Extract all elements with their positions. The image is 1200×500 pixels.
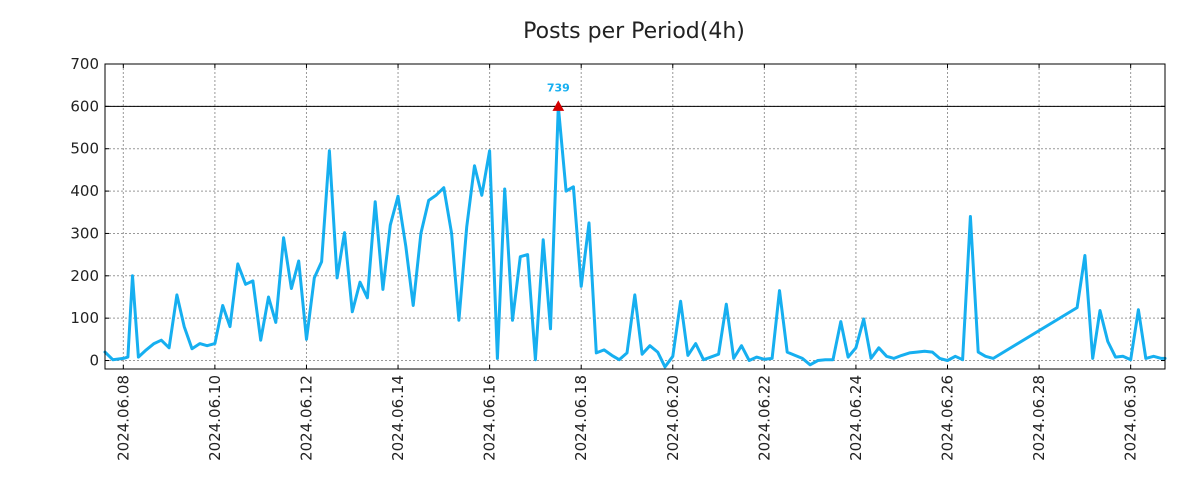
y-tick-label: 500 bbox=[70, 140, 99, 158]
y-tick-label: 400 bbox=[70, 182, 99, 200]
x-tick-label: 2024.06.16 bbox=[481, 375, 499, 461]
x-tick-label: 2024.06.12 bbox=[297, 375, 315, 461]
x-tick-label: 2024.06.26 bbox=[939, 375, 957, 461]
series-group bbox=[103, 104, 1167, 369]
x-tick-label: 2024.06.30 bbox=[1122, 375, 1140, 461]
y-tick-label: 0 bbox=[89, 352, 99, 370]
x-tick-labels: 2024.06.08 2024.06.10 2024.06.12 2024.06.14… bbox=[114, 375, 1139, 461]
chart-title: Posts per Period(4h) bbox=[523, 19, 745, 44]
x-tick-label: 2024.06.10 bbox=[206, 375, 224, 461]
y-tick-label: 600 bbox=[70, 97, 99, 115]
axes bbox=[104, 63, 1166, 370]
x-tick-label: 2024.06.08 bbox=[114, 375, 132, 461]
x-tick-label: 2024.06.14 bbox=[389, 375, 407, 461]
x-tick-label: 2024.06.22 bbox=[755, 375, 773, 461]
y-tick-label: 700 bbox=[70, 55, 99, 73]
x-tick-label: 2024.06.18 bbox=[572, 375, 590, 461]
y-tick-labels: 0 100 200 300 400 500 600 700 bbox=[70, 55, 99, 370]
x-tick-label: 2024.06.24 bbox=[847, 375, 865, 461]
x-tick-label: 2024.06.28 bbox=[1030, 375, 1048, 461]
y-tick-label: 200 bbox=[70, 267, 99, 285]
y-tick-label: 300 bbox=[70, 224, 99, 242]
peak-annotation: 739 bbox=[547, 81, 570, 111]
plot-frame bbox=[104, 63, 1166, 370]
y-tick-label: 100 bbox=[70, 309, 99, 327]
x-tick-label: 2024.06.20 bbox=[664, 375, 682, 461]
series-line-posts bbox=[103, 104, 1167, 369]
peak-label: 739 bbox=[547, 81, 570, 94]
peak-marker bbox=[552, 100, 565, 111]
